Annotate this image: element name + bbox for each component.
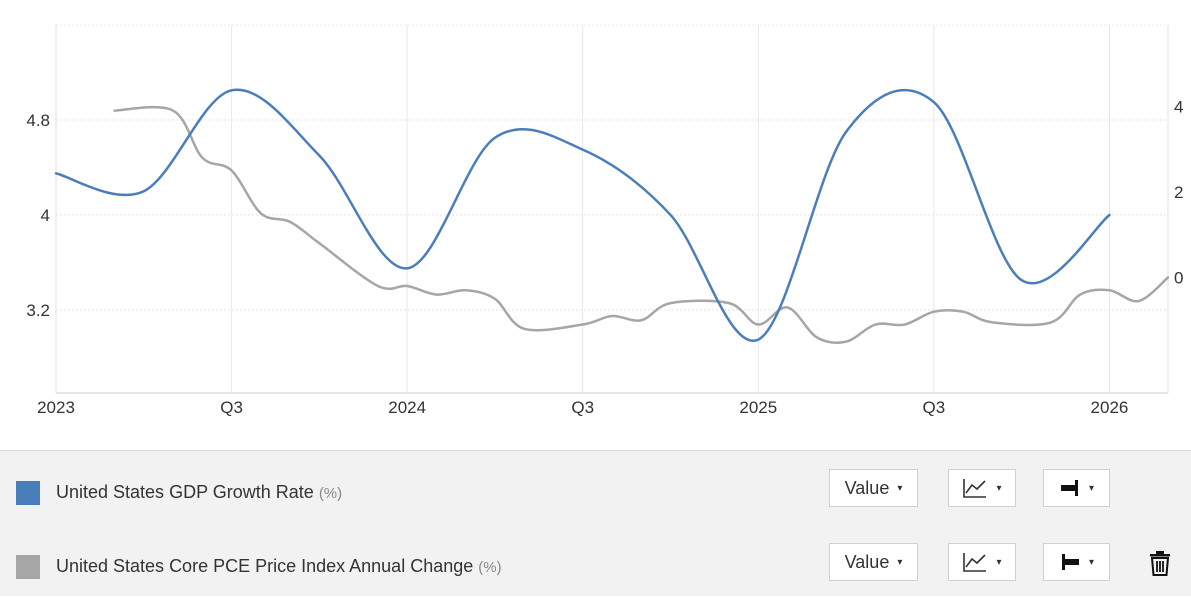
y-left-tick-label: 4 [41, 206, 50, 225]
grid-layer [55, 24, 1169, 394]
y-right-tick-label: 2 [1174, 183, 1183, 202]
series-unit: (%) [478, 559, 502, 576]
y-left-tick-label: 3.2 [26, 301, 50, 320]
value-dropdown-pce[interactable]: Value ▾ [829, 543, 918, 581]
series-swatch-gdp [16, 481, 40, 505]
x-tick-label: Q3 [571, 398, 594, 417]
chevron-down-icon: ▾ [996, 556, 1002, 568]
chevron-down-icon: ▾ [897, 482, 903, 494]
y-left-tick-label: 4.8 [26, 111, 50, 130]
chevron-down-icon: ▾ [996, 482, 1002, 494]
axis-right-icon [1060, 480, 1078, 496]
chevron-down-icon: ▾ [1088, 482, 1095, 494]
series-layer [54, 88, 1170, 344]
x-tick-label: 2026 [1091, 398, 1129, 417]
chart-type-dropdown-gdp[interactable]: ▾ [948, 469, 1016, 507]
series-swatch-pce [16, 555, 40, 579]
value-dropdown-gdp[interactable]: Value ▾ [829, 469, 918, 507]
series-name: United States Core PCE Price Index Annua… [56, 556, 474, 576]
x-tick-label: Q3 [923, 398, 946, 417]
y-right-tick-label: 0 [1174, 268, 1183, 287]
series-name: United States GDP Growth Rate [56, 482, 314, 502]
value-dropdown-label: Value [844, 551, 890, 572]
axis-dropdown-gdp[interactable]: ▾ [1043, 469, 1110, 507]
x-tick-label: 2023 [37, 398, 75, 417]
x-tick-label: 2025 [739, 398, 777, 417]
label-layer: 2023 Q3 2024 Q3 2025 Q3 2026 3.2 4 4.8 0 2 4 [26, 97, 1183, 417]
chart-svg: 2023 Q3 2024 Q3 2025 Q3 2026 3.2 4 4.8 0 2 4 [26, 24, 1183, 417]
y-right-tick-label: 4 [1174, 97, 1183, 116]
chevron-down-icon: ▾ [1088, 556, 1095, 568]
series-line-gdp-growth [54, 88, 1111, 343]
x-tick-label: Q3 [220, 398, 243, 417]
line-chart-icon [963, 479, 987, 498]
legend-row-gdp: United States GDP Growth Rate (%) Value … [0, 463, 1191, 523]
line-chart-icon [963, 553, 987, 572]
axis-dropdown-pce[interactable]: ▾ [1043, 543, 1110, 581]
series-label-gdp[interactable]: United States GDP Growth Rate (%) [56, 482, 342, 503]
series-label-pce[interactable]: United States Core PCE Price Index Annua… [56, 556, 502, 577]
chevron-down-icon: ▾ [897, 556, 903, 568]
series-unit: (%) [318, 485, 343, 502]
trash-icon[interactable] [1148, 550, 1172, 576]
chart-area: 2023 Q3 2024 Q3 2025 Q3 2026 3.2 4 4.8 0 2 4 [26, 24, 1184, 417]
legend-row-pce: United States Core PCE Price Index Annua… [0, 537, 1191, 597]
axis-left-icon [1061, 554, 1079, 570]
value-dropdown-label: Value [844, 477, 890, 498]
x-tick-label: 2024 [388, 398, 426, 417]
series-line-core-pce [113, 105, 1170, 344]
legend-panel: United States GDP Growth Rate (%) Value … [0, 450, 1191, 596]
chart-type-dropdown-pce[interactable]: ▾ [948, 543, 1016, 581]
